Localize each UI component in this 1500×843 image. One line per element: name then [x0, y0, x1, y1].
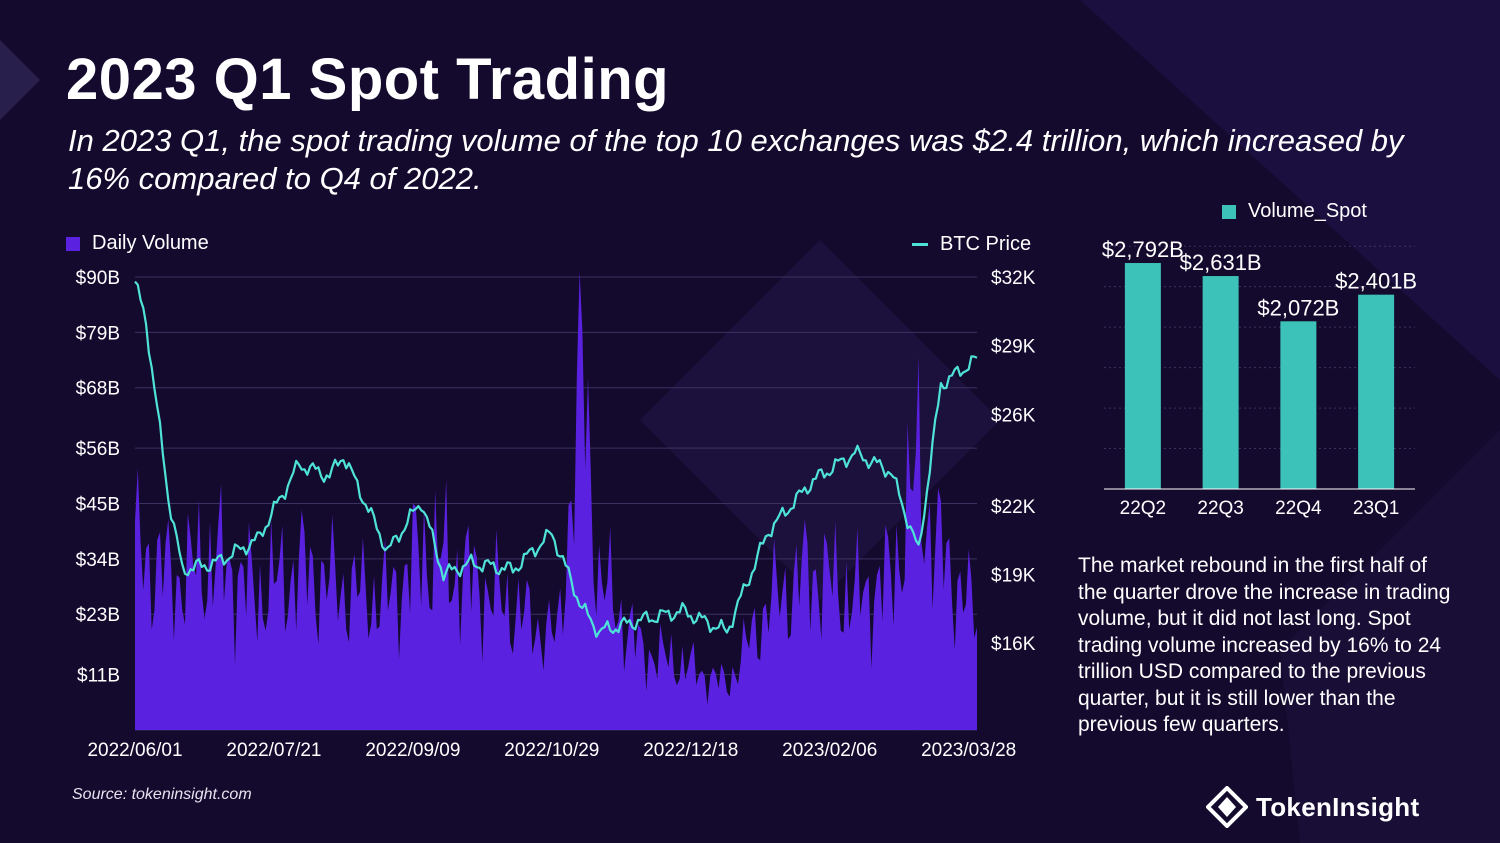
x-tick-label: 2022/12/18: [643, 740, 738, 761]
bar-value-label: $2,401B: [1335, 269, 1417, 294]
x-tick-label: 2023/02/06: [782, 740, 877, 761]
y-left-tick-label: $56B: [76, 439, 120, 460]
page-subtitle: In 2023 Q1, the spot trading volume of t…: [68, 123, 1404, 196]
bar-23Q1: [1358, 294, 1395, 489]
x-tick-label: 2023/03/28: [921, 740, 1016, 761]
bar-category-label: 22Q4: [1275, 498, 1322, 519]
tokeninsight-logo-icon: [1206, 786, 1248, 828]
y-left-tick-label: $45B: [76, 495, 120, 516]
y-right-tick-label: $22K: [991, 497, 1036, 518]
bar-22Q3: [1202, 276, 1239, 489]
y-right-tick-label: $29K: [991, 337, 1036, 358]
y-left-tick-label: $11B: [77, 666, 120, 687]
y-right-tick-label: $19K: [991, 565, 1036, 586]
bar-22Q4: [1280, 321, 1317, 489]
btc-price-line: [134, 280, 978, 638]
bar-category-label: 22Q3: [1197, 498, 1243, 519]
legend-volume-spot: Volume_Spot: [1222, 200, 1367, 223]
quarterly-spot-bar-chart: $2,792B 22Q2 $2,631B 22Q3 $2,072B 22Q4 $2,401B…: [1102, 237, 1417, 519]
bar-22Q2: [1124, 263, 1161, 489]
bar-category-label: 23Q1: [1353, 498, 1399, 519]
description-text: The market rebound in the first half of …: [1078, 554, 1451, 736]
y-right-tick-label: $16K: [991, 634, 1036, 655]
x-tick-label: 2022/07/21: [226, 740, 321, 761]
bar-category-label: 22Q2: [1120, 498, 1166, 519]
volume-spike: [913, 468, 924, 730]
daily-volume-btc-chart: $90B $79B $68B $56B $45B $34B $23B $11B $32K $29K…: [76, 268, 1036, 761]
page-title: 2023 Q1 Spot Trading: [66, 47, 670, 112]
y-right-tick-label: $26K: [991, 405, 1036, 426]
legend-swatch-btc: [912, 243, 928, 246]
bar-value-label: $2,072B: [1257, 295, 1339, 320]
y-right-tick-label: $32K: [991, 268, 1036, 289]
legend-daily-volume: Daily Volume: [66, 232, 209, 255]
tokeninsight-logo: TokenInsight: [1206, 786, 1419, 828]
legend-swatch-spot: [1222, 204, 1236, 219]
legend-btc-price: BTC Price: [912, 233, 1031, 256]
legend-label-volume: Daily Volume: [92, 232, 209, 254]
x-tick-label: 2022/09/09: [365, 740, 460, 761]
y-left-tick-label: $23B: [76, 605, 120, 626]
y-left-tick-label: $68B: [76, 379, 120, 400]
legend-swatch-volume: [66, 236, 80, 251]
y-left-tick-label: $79B: [76, 323, 120, 344]
daily-volume-area: [135, 271, 977, 730]
bar-value-label: $2,631B: [1180, 250, 1262, 275]
x-tick-label: 2022/06/01: [87, 740, 182, 761]
y-left-tick-label: $34B: [76, 550, 120, 571]
volume-spike: [577, 372, 588, 730]
logo-text: TokenInsight: [1256, 791, 1420, 822]
x-tick-label: 2022/10/29: [504, 740, 599, 761]
source-note: Source: tokeninsight.com: [72, 786, 252, 803]
legend-label-btc: BTC Price: [940, 233, 1032, 255]
legend-label-spot: Volume_Spot: [1248, 200, 1367, 222]
bar-value-label: $2,792B: [1102, 237, 1184, 262]
y-left-tick-label: $90B: [76, 268, 120, 289]
